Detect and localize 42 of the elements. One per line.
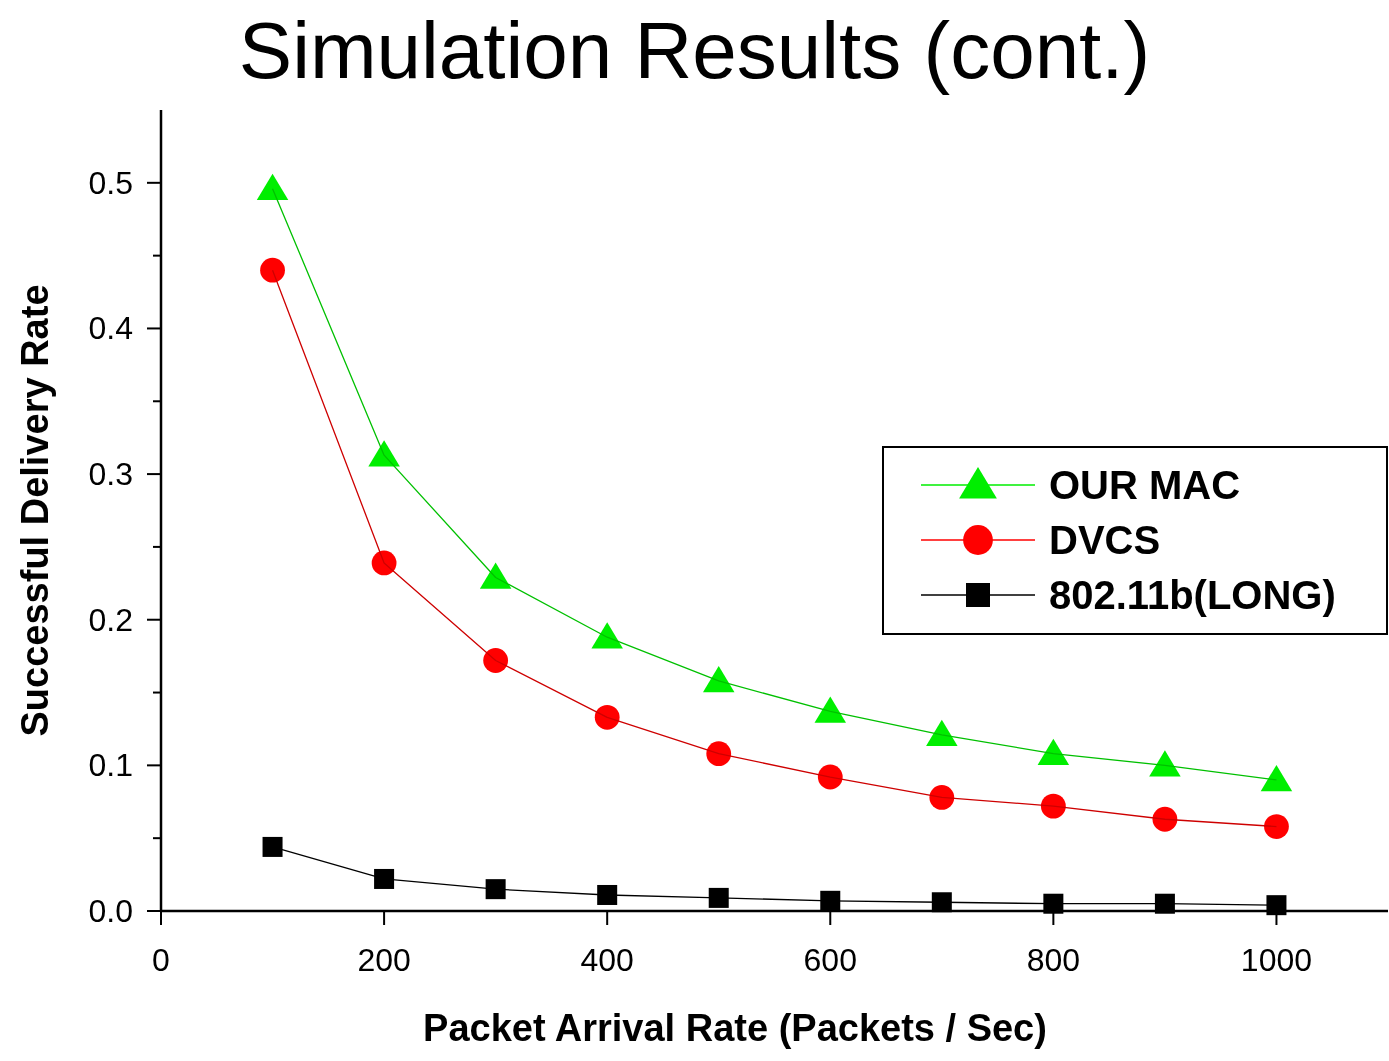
x-tick-label: 1000 bbox=[1240, 942, 1313, 978]
point bbox=[702, 665, 735, 693]
point bbox=[483, 648, 509, 673]
legend-label: 802.11b(LONG) bbox=[1049, 573, 1336, 617]
x-tick-label: 200 bbox=[357, 942, 411, 978]
x-tick-label: 800 bbox=[1026, 942, 1081, 978]
point bbox=[817, 764, 843, 790]
point bbox=[1149, 750, 1181, 777]
x-tick-label: 0 bbox=[152, 942, 170, 978]
point bbox=[591, 622, 623, 649]
point bbox=[371, 550, 397, 576]
point bbox=[1037, 738, 1070, 765]
legend-label: OUR MAC bbox=[1049, 463, 1241, 507]
y-tick-label: 0.5 bbox=[88, 164, 133, 201]
point bbox=[260, 257, 285, 283]
x-tick-label: 400 bbox=[580, 942, 634, 978]
y-tick-label: 0.4 bbox=[88, 310, 133, 347]
point bbox=[479, 562, 512, 589]
x-tick-label: 600 bbox=[803, 942, 857, 978]
point bbox=[1264, 814, 1289, 839]
point bbox=[926, 719, 958, 747]
y-axis-title: Successful Delivery Rate bbox=[14, 284, 56, 737]
y-tick-label: 0.1 bbox=[88, 747, 133, 784]
point bbox=[1040, 793, 1066, 819]
point bbox=[262, 836, 283, 857]
point bbox=[929, 785, 955, 810]
legend-label: DVCS bbox=[1049, 518, 1161, 562]
x-axis-title: Packet Arrival Rate (Packets / Sec) bbox=[423, 1007, 1047, 1049]
point bbox=[1152, 806, 1178, 832]
point bbox=[597, 884, 618, 905]
point bbox=[374, 868, 395, 889]
point bbox=[706, 741, 732, 767]
y-tick-label: 0.3 bbox=[88, 456, 133, 493]
y-tick-label: 0.2 bbox=[88, 601, 133, 638]
point bbox=[814, 696, 847, 723]
point bbox=[256, 173, 289, 200]
chart-title: Simulation Results (cont.) bbox=[238, 6, 1151, 95]
point bbox=[485, 879, 506, 900]
y-tick-label: 0.0 bbox=[88, 893, 133, 929]
point bbox=[1260, 764, 1293, 792]
point bbox=[708, 887, 729, 908]
point bbox=[594, 704, 620, 730]
